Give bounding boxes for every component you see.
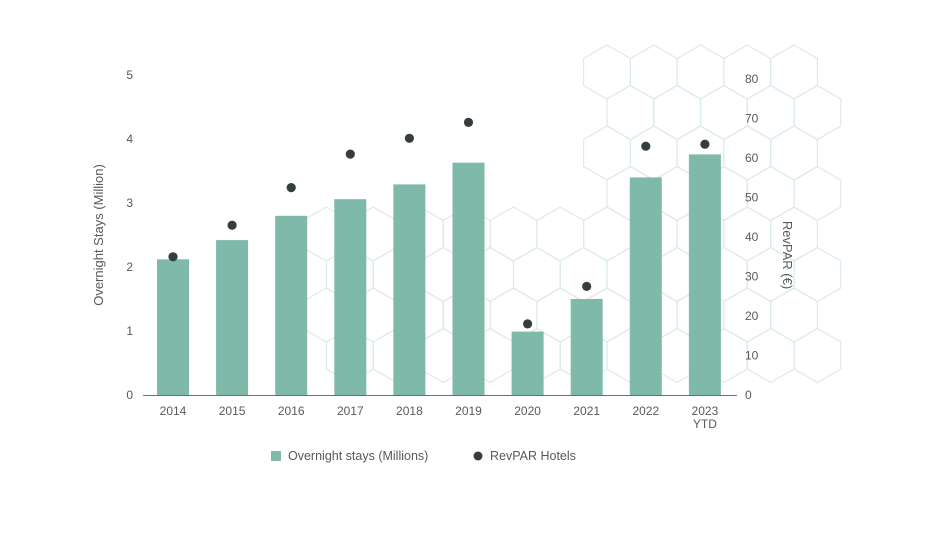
y2-tick-label: 40 <box>745 230 759 244</box>
axes: 2014 2015 2016 2017 2018 2019 2020 2021 2022 2023… <box>126 68 758 431</box>
bar <box>629 177 662 395</box>
y2-tick-label: 80 <box>745 72 759 86</box>
hexagon-shape <box>629 125 678 181</box>
bar <box>688 154 721 395</box>
x-tick-label: 2020 <box>514 404 541 418</box>
bar <box>393 184 426 395</box>
hexagon-shape <box>676 44 725 100</box>
dot-point <box>345 149 355 159</box>
x-tick-label: 2015 <box>219 404 246 418</box>
y2-tick-label: 10 <box>745 349 759 363</box>
dot-point <box>582 281 592 291</box>
dot-point <box>227 220 237 230</box>
dot-point <box>404 133 414 143</box>
hexagon-shape <box>536 206 585 262</box>
hexagon-shape <box>512 246 561 303</box>
hexagon-shape <box>770 287 819 343</box>
y-tick-label: 4 <box>126 132 133 146</box>
y-tick-label: 1 <box>126 324 133 338</box>
hexagon-shape <box>489 206 538 262</box>
y2-tick-label: 60 <box>745 151 759 165</box>
bar <box>452 162 485 395</box>
y-tick-label: 0 <box>126 388 133 402</box>
bar <box>157 259 189 395</box>
bar-series <box>157 154 721 395</box>
dot-series <box>168 117 710 329</box>
x-tick-label: 2019 <box>455 404 482 418</box>
y-tick-label: 2 <box>126 260 133 274</box>
bar <box>275 215 308 395</box>
bar <box>570 299 603 395</box>
hexagon-shape <box>699 84 748 141</box>
legend-swatch-bar <box>271 451 281 461</box>
dot-point <box>641 141 651 151</box>
bar <box>216 240 249 395</box>
x-tick-label: 2023 YTD <box>692 404 719 431</box>
x-tick-label: 2021 <box>573 404 600 418</box>
legend-label-dots: RevPAR Hotels <box>490 449 576 463</box>
hexagon-shape <box>559 246 608 303</box>
x-tick-label: 2017 <box>337 404 364 418</box>
legend-swatch-dot <box>473 451 483 461</box>
hexagon-shape <box>629 44 678 100</box>
y-axis-title: Overnight Stays (Million) <box>91 164 106 306</box>
dot-point <box>286 183 296 193</box>
x-tick-label: 2018 <box>396 404 423 418</box>
x-tick-label: 2022 <box>632 404 659 418</box>
dot-point <box>463 117 474 127</box>
hexagon-shape <box>606 84 655 141</box>
hexagon-shape <box>653 84 702 141</box>
bar <box>334 199 367 395</box>
hexagon-shape <box>770 44 819 100</box>
y2-tick-label: 30 <box>745 270 759 284</box>
y2-tick-label: 0 <box>745 388 752 402</box>
hexagon-shape <box>793 84 842 141</box>
hexagon-shape <box>793 327 842 384</box>
y-tick-label: 5 <box>126 68 133 82</box>
legend: Overnight stays (Millions) RevPAR Hotels <box>271 449 576 463</box>
hexagon-shape <box>582 125 632 181</box>
dot-point <box>523 319 533 329</box>
hexagon-shape <box>582 44 632 100</box>
bar <box>511 331 544 395</box>
y2-tick-label: 50 <box>745 191 759 205</box>
hexagon-shape <box>770 125 819 181</box>
x-tick-label: 2016 <box>278 404 305 418</box>
y2-tick-label: 20 <box>745 309 759 323</box>
hexagon-shape <box>793 165 842 222</box>
y2-tick-label: 70 <box>745 112 759 126</box>
hexagon-shape <box>793 246 842 303</box>
dot-point <box>700 139 710 149</box>
x-tick-label: 2014 <box>160 404 187 418</box>
legend-label-bars: Overnight stays (Millions) <box>288 449 428 463</box>
y2-axis-title: RevPAR (€) <box>780 221 795 289</box>
hexagon-shape <box>582 206 632 262</box>
dot-point <box>168 252 178 262</box>
y-tick-label: 3 <box>126 196 133 210</box>
